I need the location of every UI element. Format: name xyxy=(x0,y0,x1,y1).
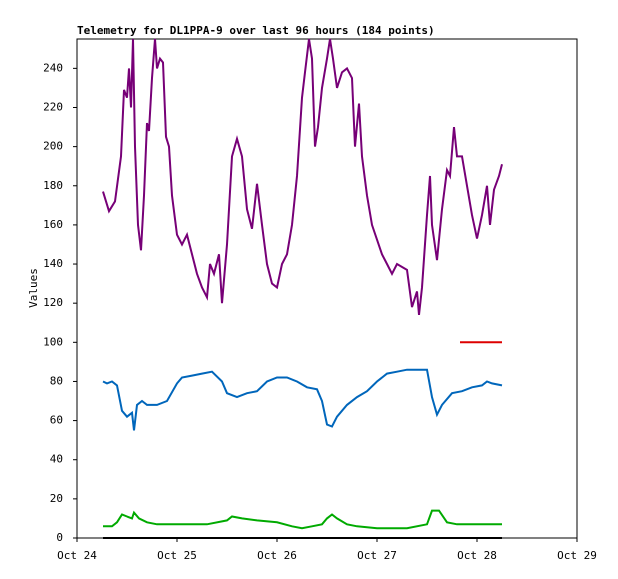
y-tick-label: 140 xyxy=(43,257,63,270)
series-line xyxy=(102,38,503,316)
y-tick-label: 240 xyxy=(43,61,63,74)
series-line xyxy=(103,509,502,530)
x-tick-label: Oct 26 xyxy=(257,549,297,562)
x-tick-label: Oct 29 xyxy=(557,549,597,562)
chart-title: Telemetry for DL1PPA-9 over last 96 hour… xyxy=(77,24,435,37)
series-line xyxy=(102,368,503,431)
y-tick-label: 100 xyxy=(43,335,63,348)
y-tick-label: 0 xyxy=(56,531,63,544)
y-tick-label: 160 xyxy=(43,218,63,231)
x-tick-label: Oct 25 xyxy=(157,549,197,562)
y-tick-label: 60 xyxy=(50,414,63,427)
y-axis-label: Values xyxy=(27,268,40,308)
x-tick-label: Oct 28 xyxy=(457,549,497,562)
plot-frame xyxy=(76,38,578,539)
y-tick-label: 200 xyxy=(43,140,63,153)
y-tick-label: 20 xyxy=(50,492,63,505)
x-tick-label: Oct 27 xyxy=(357,549,397,562)
y-tick-label: 180 xyxy=(43,179,63,192)
y-tick-label: 120 xyxy=(43,296,63,309)
y-tick-label: 40 xyxy=(50,453,63,466)
y-tick-label: 80 xyxy=(50,374,63,387)
y-tick-label: 220 xyxy=(43,100,63,113)
x-tick-label: Oct 24 xyxy=(57,549,97,562)
